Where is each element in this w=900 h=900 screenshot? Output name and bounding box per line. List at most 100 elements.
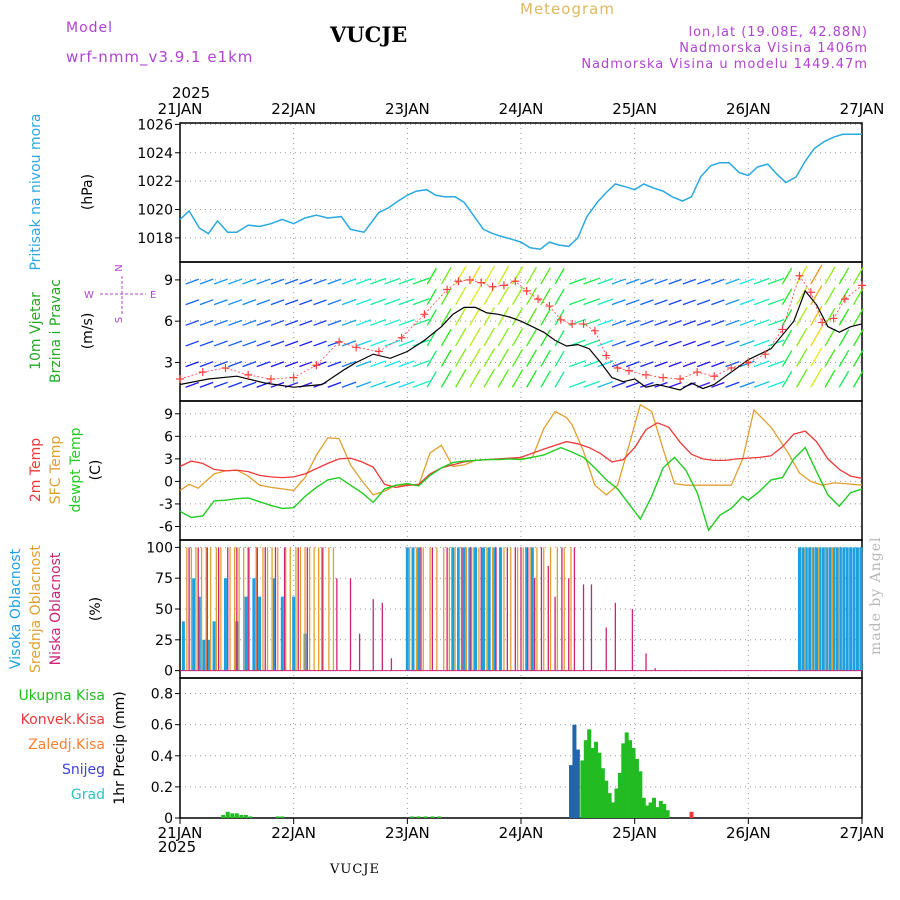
wind-arrow <box>796 369 808 388</box>
wind-arrow <box>412 277 430 285</box>
precip-bar-precip_total <box>624 732 629 818</box>
wind-arrow <box>768 380 785 388</box>
wind-arrow <box>384 360 401 368</box>
x-tick-label-top: 22JAN <box>271 100 316 118</box>
x-tick-label-bottom: 23JAN <box>385 824 430 842</box>
wind-arrow <box>213 278 228 285</box>
precip-bar-precip_total <box>634 758 639 818</box>
wind-arrow <box>540 329 551 347</box>
wind-arrow <box>398 380 415 388</box>
wind-arrow <box>554 309 565 326</box>
x-tick-label-bottom: 22JAN <box>271 824 316 842</box>
wind-arrow <box>228 381 243 388</box>
wind-arrow <box>426 267 437 285</box>
wind-arrow <box>440 349 452 367</box>
wind-arrow <box>455 327 467 347</box>
wind-arrow <box>597 277 614 285</box>
wind-arrow <box>199 299 214 306</box>
wind-arrow <box>753 381 770 388</box>
wind-arrow <box>185 278 199 285</box>
wind-arrow <box>213 381 228 388</box>
wind-arrow <box>355 381 372 388</box>
wind-arrow <box>483 307 495 326</box>
wind-arrow <box>725 381 740 388</box>
compass-east-label: E <box>150 290 156 301</box>
wind-arrow <box>781 370 793 388</box>
wind-arrow <box>455 286 467 305</box>
wind-arrow <box>682 361 696 368</box>
wind-arrow <box>370 380 387 388</box>
wind-arrow <box>753 277 770 285</box>
wind-arrow <box>327 381 342 388</box>
wind-arrow <box>526 308 538 326</box>
wind-arrow <box>569 277 586 285</box>
precip-bar-precip_total <box>234 813 239 818</box>
wind-arrow <box>781 350 793 367</box>
x-tick-label-top: 27JAN <box>840 100 885 118</box>
wind-arrow <box>554 268 565 285</box>
wind-arrow <box>668 361 682 368</box>
wind-arrow <box>526 349 538 367</box>
precip-bar-precip_total <box>597 752 602 818</box>
y-tick-label: 0.4 <box>151 749 173 765</box>
wind-arrow <box>228 319 243 326</box>
wind-arrow <box>526 328 538 347</box>
x-tick-label-bottom: 24JAN <box>499 824 544 842</box>
precip-bar-precip_total <box>437 816 442 818</box>
wind-arrow <box>455 307 467 326</box>
wind-arrow <box>199 319 214 326</box>
precip-bar-precip_total <box>583 740 588 818</box>
wind-arrow <box>313 319 327 326</box>
x-tick-label-bottom: 27JAN <box>840 824 885 842</box>
wind-arrow <box>497 286 510 305</box>
precip-bar-precip_snow <box>575 749 580 818</box>
wind-arrow <box>213 299 228 306</box>
wind-arrow <box>852 328 864 347</box>
wind-arrow <box>583 380 601 388</box>
wind-arrow <box>739 298 755 306</box>
wind-arrow <box>213 361 228 368</box>
precip-bar-precip_total <box>423 816 428 818</box>
wind-arrow <box>313 340 327 347</box>
y-tick-label: 6 <box>164 314 173 330</box>
precip-bar-precip_total <box>243 814 248 818</box>
wind-arrow <box>497 348 510 367</box>
wind-arrow <box>824 266 836 285</box>
wind-arrow <box>668 340 682 347</box>
wind-arrow <box>398 360 415 368</box>
y-tick-label: -3 <box>159 497 173 513</box>
wind-axis-unit: (m/s) <box>80 313 96 350</box>
wind-arrow <box>682 278 696 285</box>
wind-arrow <box>838 370 850 388</box>
wind-arrow <box>597 298 614 306</box>
wind-arrow <box>242 319 257 326</box>
x-tick-label-bottom: 25JAN <box>612 824 657 842</box>
station-name: VUCJE <box>330 22 408 47</box>
wind-arrow <box>370 339 387 347</box>
wind-arrow <box>313 299 327 306</box>
wind-arrow <box>327 299 342 306</box>
y-tick-label: 0.2 <box>151 780 173 796</box>
wind-arrow <box>242 299 257 306</box>
y-tick-label: 3 <box>164 452 173 468</box>
wind-arrow <box>199 381 214 388</box>
panel-pressure: 1018 1020 1022 1024 1026 <box>137 117 863 263</box>
chart-title: Meteogram <box>520 0 615 18</box>
gust-marker <box>198 368 207 377</box>
y-tick-label: 1026 <box>137 117 173 133</box>
precip-bar-precip_snow <box>572 724 577 818</box>
precip-bar-precip_total <box>651 797 656 818</box>
gust-marker <box>477 278 486 287</box>
wind-arrow <box>654 340 668 347</box>
wind-arrow <box>824 369 836 388</box>
wind-arrow <box>185 361 199 368</box>
y-tick-label: 1020 <box>137 203 173 219</box>
pressure-axis-title: Pritisak na nivou mora <box>28 113 44 270</box>
wind-arrow <box>526 287 538 305</box>
wind-arrow <box>469 327 481 347</box>
precip-bar-precip_total <box>280 816 285 818</box>
wind-arrow <box>341 278 357 285</box>
wind-arrow <box>611 340 626 347</box>
wind-arrow <box>753 339 770 347</box>
wind-arrow <box>682 320 696 326</box>
